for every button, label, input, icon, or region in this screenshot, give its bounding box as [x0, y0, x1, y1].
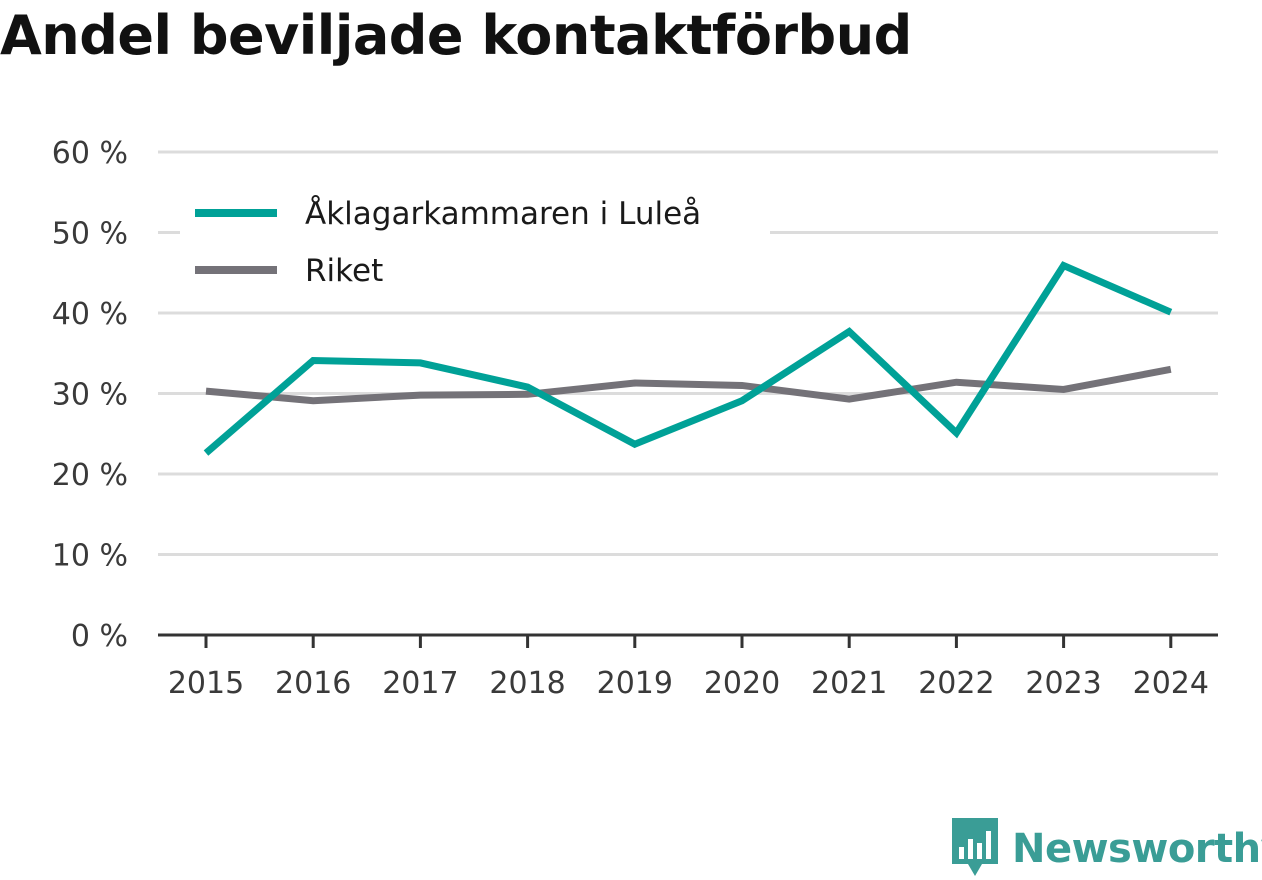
y-tick-label: 40 %: [52, 297, 128, 332]
y-axis-ticks: 0 % 10 % 20 % 30 % 40 % 50 % 60 %: [52, 136, 128, 654]
y-tick-label: 30 %: [52, 378, 128, 413]
y-tick-label: 10 %: [52, 539, 128, 574]
legend-label: Åklagarkammaren i Luleå: [305, 196, 701, 232]
x-tick-label: 2015: [168, 666, 244, 701]
x-tick-label: 2021: [811, 666, 887, 701]
x-tick-label: 2020: [704, 666, 780, 701]
x-tick-label: 2019: [597, 666, 673, 701]
gridlines: [158, 150, 1218, 556]
legend: Åklagarkammaren i Luleå Riket: [180, 188, 770, 290]
brand-name: Newsworthy: [1012, 826, 1262, 872]
x-tick-label: 2016: [275, 666, 351, 701]
y-tick-label: 50 %: [52, 217, 128, 252]
bar-chart-speech-bubble-icon: [952, 818, 998, 876]
y-tick-label: 60 %: [52, 136, 128, 171]
x-tick-label: 2022: [918, 666, 994, 701]
series-line-riket: [205, 365, 1172, 405]
y-tick-label: 0 %: [71, 619, 128, 654]
newsworthy-logo: Newsworthy: [950, 818, 1262, 880]
x-tick-label: 2018: [489, 666, 565, 701]
series-lines: [203, 261, 1173, 456]
legend-background: [180, 188, 770, 290]
x-tick-label: 2024: [1133, 666, 1209, 701]
series-line-aklagarkammaren: [203, 261, 1173, 456]
legend-label: Riket: [305, 253, 383, 289]
x-tick-label: 2017: [382, 666, 458, 701]
y-tick-label: 20 %: [52, 458, 128, 493]
line-chart: 0 % 10 % 20 % 30 % 40 % 50 % 60 % 2015 2016 2017…: [52, 136, 1218, 701]
x-axis-ticks: 2015 2016 2017 2018 2019 2020 2021 2022 2023 2024: [168, 635, 1209, 701]
x-tick-label: 2023: [1025, 666, 1101, 701]
chart-title: Andel beviljade kontaktförbud: [0, 4, 912, 67]
